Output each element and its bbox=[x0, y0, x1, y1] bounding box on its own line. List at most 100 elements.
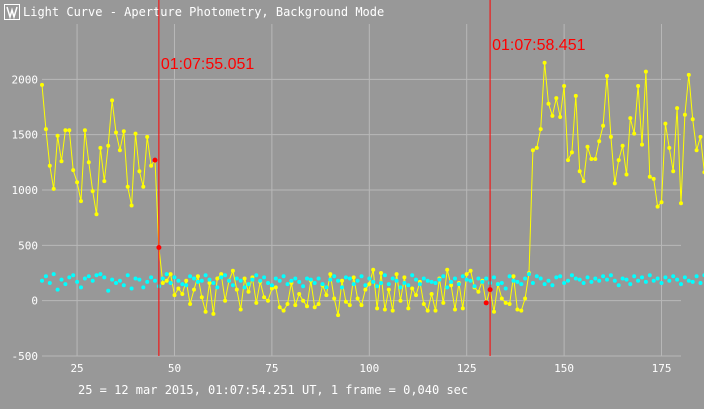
data-point bbox=[129, 203, 134, 208]
data-point bbox=[79, 285, 83, 290]
x-tick-label: 125 bbox=[457, 362, 477, 375]
data-point bbox=[402, 275, 407, 280]
data-point bbox=[234, 287, 239, 292]
data-point bbox=[55, 133, 60, 138]
x-tick-label: 75 bbox=[265, 362, 278, 375]
data-point bbox=[694, 274, 699, 279]
frame-time-note: 25 = 12 mar 2015, 01:07:54.251 UT, 1 fra… bbox=[78, 383, 469, 397]
data-point bbox=[421, 302, 426, 306]
data-point bbox=[316, 276, 321, 281]
data-point bbox=[371, 267, 376, 272]
data-point bbox=[675, 106, 680, 111]
data-point bbox=[530, 148, 535, 153]
data-point bbox=[254, 300, 259, 305]
data-point bbox=[336, 313, 341, 318]
data-point bbox=[125, 184, 130, 189]
data-point bbox=[581, 179, 586, 184]
data-point bbox=[620, 276, 625, 281]
data-point bbox=[690, 117, 695, 122]
data-point bbox=[195, 274, 200, 279]
data-point bbox=[184, 283, 189, 288]
data-point bbox=[449, 283, 454, 288]
data-point bbox=[227, 278, 231, 283]
data-point bbox=[254, 273, 259, 278]
data-point bbox=[340, 278, 344, 283]
data-point bbox=[398, 285, 403, 290]
data-point bbox=[530, 281, 535, 285]
data-point bbox=[659, 200, 664, 205]
data-point bbox=[367, 276, 372, 281]
data-point bbox=[655, 204, 660, 209]
data-point bbox=[608, 134, 613, 139]
data-point bbox=[176, 286, 181, 291]
data-point bbox=[94, 212, 99, 217]
data-point bbox=[581, 281, 586, 285]
data-point bbox=[269, 286, 274, 291]
data-point bbox=[75, 279, 80, 284]
data-point bbox=[417, 282, 422, 287]
data-point bbox=[301, 284, 306, 289]
data-point bbox=[519, 282, 524, 287]
marker-crossing-point bbox=[487, 287, 493, 293]
data-point bbox=[429, 279, 434, 284]
data-point bbox=[164, 278, 169, 283]
data-point bbox=[90, 278, 95, 283]
data-point bbox=[160, 276, 165, 281]
data-point bbox=[515, 307, 520, 312]
data-point bbox=[371, 279, 376, 284]
data-point bbox=[628, 116, 633, 121]
data-point bbox=[679, 282, 683, 287]
data-point bbox=[593, 157, 598, 161]
data-point bbox=[523, 296, 528, 301]
data-point bbox=[40, 278, 44, 283]
data-point bbox=[125, 273, 130, 278]
data-point bbox=[160, 281, 165, 285]
data-point bbox=[612, 181, 617, 186]
data-point bbox=[410, 286, 415, 291]
data-point bbox=[538, 127, 543, 132]
data-point bbox=[511, 274, 516, 279]
data-point bbox=[137, 277, 142, 282]
data-point bbox=[542, 282, 547, 287]
data-point bbox=[640, 142, 644, 147]
data-point bbox=[153, 278, 157, 283]
data-point bbox=[690, 279, 695, 284]
data-point bbox=[312, 281, 317, 285]
data-point bbox=[499, 281, 504, 285]
data-point bbox=[675, 277, 680, 282]
data-point bbox=[117, 148, 122, 153]
data-point bbox=[647, 174, 652, 179]
data-point bbox=[698, 281, 703, 285]
data-point bbox=[651, 278, 656, 283]
data-point bbox=[577, 277, 582, 282]
x-tick-label: 50 bbox=[168, 362, 181, 375]
data-point bbox=[620, 143, 625, 148]
data-point bbox=[605, 74, 609, 78]
data-point bbox=[351, 282, 356, 287]
data-point bbox=[238, 278, 243, 283]
data-point bbox=[145, 279, 150, 284]
data-point bbox=[51, 272, 56, 277]
data-point bbox=[273, 276, 278, 281]
data-point bbox=[406, 283, 411, 288]
data-point bbox=[507, 302, 512, 306]
data-point bbox=[453, 276, 457, 281]
data-point bbox=[90, 189, 95, 194]
data-point bbox=[390, 308, 395, 313]
data-point bbox=[82, 128, 87, 133]
data-point bbox=[359, 303, 364, 308]
data-point bbox=[114, 281, 118, 285]
data-point bbox=[63, 282, 68, 287]
data-point bbox=[207, 277, 212, 282]
data-point bbox=[246, 282, 251, 287]
data-point bbox=[410, 273, 415, 278]
data-point bbox=[133, 276, 138, 281]
marker-layer: 01:07:55.051 01:07:58.451 bbox=[152, 0, 586, 356]
y-tick-label: 500 bbox=[18, 239, 38, 252]
data-point bbox=[219, 275, 224, 280]
data-point bbox=[67, 128, 72, 133]
data-point bbox=[394, 272, 399, 277]
data-point bbox=[550, 113, 555, 118]
data-point bbox=[643, 279, 648, 284]
